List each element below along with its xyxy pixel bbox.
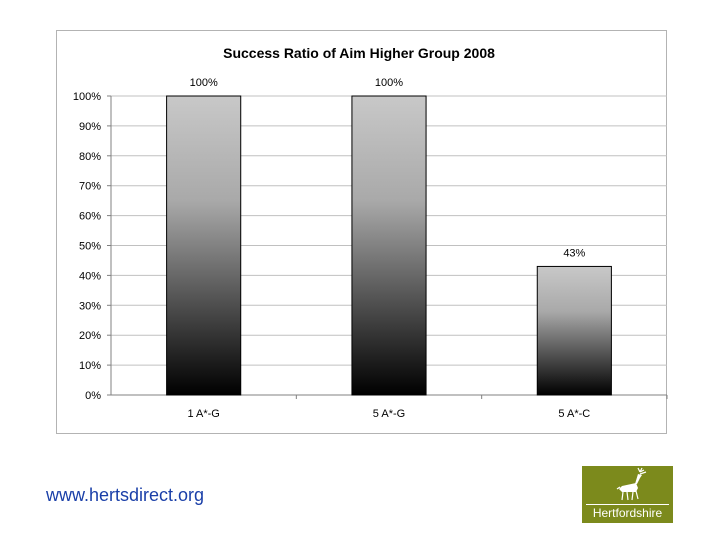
- y-tick-label: 90%: [79, 121, 101, 133]
- y-tick-label: 30%: [79, 300, 101, 312]
- y-tick-label: 40%: [79, 270, 101, 282]
- hertfordshire-logo: Hertfordshire: [582, 466, 673, 523]
- website-link[interactable]: www.hertsdirect.org: [46, 485, 205, 505]
- chart-frame: Success Ratio of Aim Higher Group 2008 0%…: [56, 30, 668, 434]
- bar: [166, 95, 242, 396]
- chart-title: Success Ratio of Aim Higher Group 2008: [223, 45, 495, 61]
- y-tick-label: 100%: [73, 91, 101, 103]
- logo-divider: [586, 504, 669, 505]
- data-label: 100%: [375, 77, 403, 89]
- y-tick-label: 0%: [85, 390, 101, 402]
- y-tick-label: 70%: [79, 181, 101, 193]
- data-label: 43%: [563, 247, 585, 259]
- x-tick-label: 1 A*-G: [187, 408, 219, 420]
- y-tick-label: 80%: [79, 151, 101, 163]
- y-tick-label: 60%: [79, 211, 101, 223]
- y-tick-label: 50%: [79, 241, 101, 253]
- bar: [536, 265, 612, 396]
- x-tick-label: 5 A*-G: [373, 408, 405, 420]
- bar: [351, 95, 427, 396]
- logo-text: Hertfordshire: [592, 506, 663, 520]
- data-label: 100%: [190, 77, 218, 89]
- y-tick-label: 20%: [79, 330, 101, 342]
- stag-icon: [616, 467, 647, 501]
- bar-chart: Success Ratio of Aim Higher Group 2008 0%…: [73, 45, 668, 420]
- x-tick-label: 5 A*-C: [558, 408, 590, 420]
- y-tick-label: 10%: [79, 360, 101, 372]
